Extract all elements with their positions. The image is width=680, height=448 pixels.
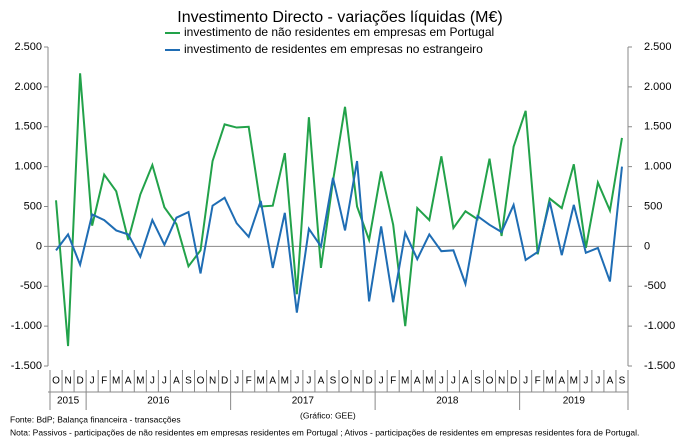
x-tick-label: A: [462, 376, 469, 387]
y2-tick-label: -1.000: [644, 320, 675, 332]
x-tick-label: M: [112, 376, 120, 387]
x-tick-label: O: [197, 376, 205, 387]
y-tick-label: -1.000: [11, 320, 42, 332]
x-tick-label: J: [379, 376, 384, 387]
note: Nota: Passivos - participações de não re…: [10, 427, 639, 437]
year-label: 2016: [147, 396, 170, 407]
x-tick-label: S: [619, 376, 626, 387]
x-tick-label: A: [173, 376, 180, 387]
y-tick-label: 2.000: [14, 81, 42, 93]
y-tick-label: 2.500: [14, 41, 42, 53]
y2-tick-label: 1.000: [644, 161, 672, 173]
x-tick-label: F: [101, 376, 107, 387]
x-tick-label: D: [221, 376, 228, 387]
x-tick-label: A: [558, 376, 565, 387]
year-label: 2015: [57, 396, 80, 407]
x-tick-label: M: [425, 376, 433, 387]
x-tick-label: J: [150, 376, 155, 387]
x-tick-label: D: [76, 376, 83, 387]
series-line: [55, 160, 623, 313]
x-tick-label: M: [570, 376, 578, 387]
x-tick-label: N: [498, 376, 505, 387]
legend-label: investimento de residentes em empresas n…: [184, 42, 483, 56]
x-tick-label: J: [523, 376, 528, 387]
y-tick-label: 0: [36, 240, 42, 252]
x-tick-label: A: [414, 376, 421, 387]
y-tick-label: -1.500: [11, 360, 42, 372]
x-tick-label: J: [451, 376, 456, 387]
x-tick-label: M: [257, 376, 265, 387]
year-label: 2018: [436, 396, 459, 407]
x-tick-label: N: [209, 376, 216, 387]
x-tick-label: M: [401, 376, 409, 387]
y-tick-label: 1.500: [14, 121, 42, 133]
x-tick-label: M: [281, 376, 289, 387]
x-tick-label: D: [510, 376, 517, 387]
x-tick-label: N: [353, 376, 360, 387]
x-tick-label: J: [595, 376, 600, 387]
x-tick-label: F: [535, 376, 541, 387]
x-tick-label: O: [52, 376, 60, 387]
x-tick-label: F: [246, 376, 252, 387]
x-tick-label: A: [125, 376, 132, 387]
x-tick-label: O: [341, 376, 349, 387]
x-tick-label: J: [306, 376, 311, 387]
y2-tick-label: 2.500: [644, 41, 672, 53]
x-tick-label: D: [365, 376, 372, 387]
chart-title: Investimento Directo - variações líquida…: [177, 9, 502, 26]
x-tick-label: A: [607, 376, 614, 387]
y2-tick-label: -500: [644, 280, 666, 292]
x-tick-label: M: [136, 376, 144, 387]
x-tick-label: F: [390, 376, 396, 387]
x-tick-label: A: [318, 376, 325, 387]
y2-tick-label: 500: [644, 200, 662, 212]
source: Fonte: BdP; Balança financeira - transac…: [10, 414, 181, 424]
credit: (Gráfico: GEE): [300, 410, 356, 420]
x-tick-label: J: [583, 376, 588, 387]
x-tick-label: J: [90, 376, 95, 387]
x-tick-label: A: [269, 376, 276, 387]
y2-tick-label: 2.000: [644, 81, 672, 93]
y2-tick-label: -1.500: [644, 360, 675, 372]
x-tick-label: J: [294, 376, 299, 387]
x-tick-label: J: [439, 376, 444, 387]
y-tick-label: -500: [20, 280, 42, 292]
x-tick-label: S: [330, 376, 337, 387]
x-tick-label: M: [546, 376, 554, 387]
y2-tick-label: 1.500: [644, 121, 672, 133]
x-tick-label: O: [486, 376, 494, 387]
year-label: 2019: [563, 396, 586, 407]
y-tick-label: 1.000: [14, 161, 42, 173]
x-tick-label: J: [162, 376, 167, 387]
year-label: 2017: [292, 396, 315, 407]
x-tick-label: S: [474, 376, 481, 387]
series-line: [55, 73, 623, 347]
legend-label: investimento de não residentes em empres…: [184, 25, 494, 39]
x-tick-label: J: [234, 376, 239, 387]
x-tick-label: S: [185, 376, 192, 387]
y2-tick-label: 0: [644, 240, 650, 252]
x-tick-label: N: [64, 376, 71, 387]
y-tick-label: 500: [24, 200, 42, 212]
